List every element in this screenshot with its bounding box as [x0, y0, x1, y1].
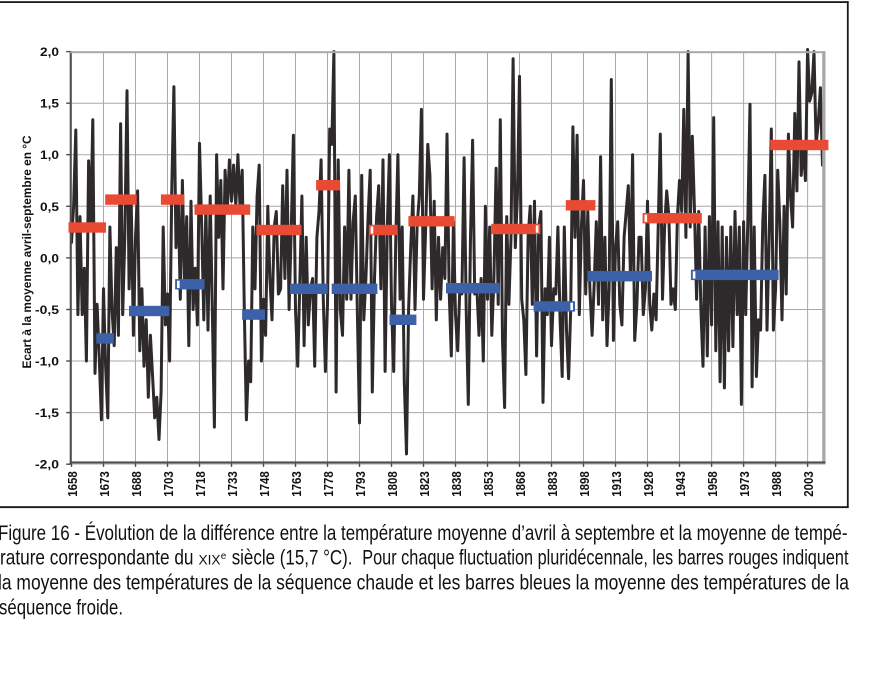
svg-text:1973: 1973	[738, 471, 752, 497]
svg-text:1823: 1823	[418, 471, 432, 497]
svg-text:rature correspondante du: rature correspondante du	[0, 547, 194, 570]
svg-text:-1,5: -1,5	[35, 406, 59, 420]
svg-text:1763: 1763	[290, 471, 304, 497]
svg-text:1853: 1853	[482, 471, 496, 497]
svg-text:1793: 1793	[354, 471, 368, 497]
svg-text:1703: 1703	[162, 471, 176, 497]
svg-text:0,0: 0,0	[40, 251, 59, 265]
svg-text:2003: 2003	[802, 471, 816, 497]
svg-text:Figure 16 - Évolution de la di: Figure 16 - Évolution de la différence e…	[0, 522, 848, 545]
svg-text:Pour chaque fluctuation plurid: Pour chaque fluctuation pluridécennale, …	[362, 547, 848, 570]
svg-text:1748: 1748	[258, 471, 272, 497]
svg-text:1868: 1868	[514, 471, 528, 497]
svg-text:1958: 1958	[706, 471, 720, 497]
svg-text:-0,5: -0,5	[35, 303, 59, 317]
svg-text:1883: 1883	[546, 471, 560, 497]
svg-text:1688: 1688	[130, 471, 144, 497]
svg-text:1838: 1838	[450, 471, 464, 497]
svg-text:1658: 1658	[66, 471, 80, 497]
svg-text:la moyenne des températures de: la moyenne des températures de la séquen…	[0, 572, 849, 595]
svg-text:1778: 1778	[322, 471, 336, 497]
svg-text:1928: 1928	[642, 471, 656, 497]
svg-text:-1,0: -1,0	[35, 355, 59, 369]
svg-text:1898: 1898	[578, 471, 592, 497]
svg-text:1,5: 1,5	[40, 97, 59, 111]
svg-text:1943: 1943	[674, 471, 688, 497]
svg-text:Ecart à la moyenne avril-septe: Ecart à la moyenne avril-septembre en °C	[20, 135, 34, 368]
svg-text:séquence froide.: séquence froide.	[0, 597, 123, 620]
svg-text:1,0: 1,0	[40, 148, 59, 162]
svg-text:e: e	[221, 551, 227, 562]
svg-text:siècle (15,7 °C).: siècle (15,7 °C).	[232, 547, 353, 570]
svg-text:1718: 1718	[194, 471, 208, 497]
svg-text:1733: 1733	[226, 471, 240, 497]
svg-text:1673: 1673	[98, 471, 112, 497]
svg-text:2,0: 2,0	[40, 45, 59, 59]
svg-text:1913: 1913	[610, 471, 624, 497]
svg-text:1808: 1808	[386, 471, 400, 497]
svg-text:1988: 1988	[770, 471, 784, 497]
svg-text:-2,0: -2,0	[35, 458, 59, 472]
svg-text:XIX: XIX	[199, 553, 222, 569]
svg-text:0,5: 0,5	[40, 200, 59, 214]
